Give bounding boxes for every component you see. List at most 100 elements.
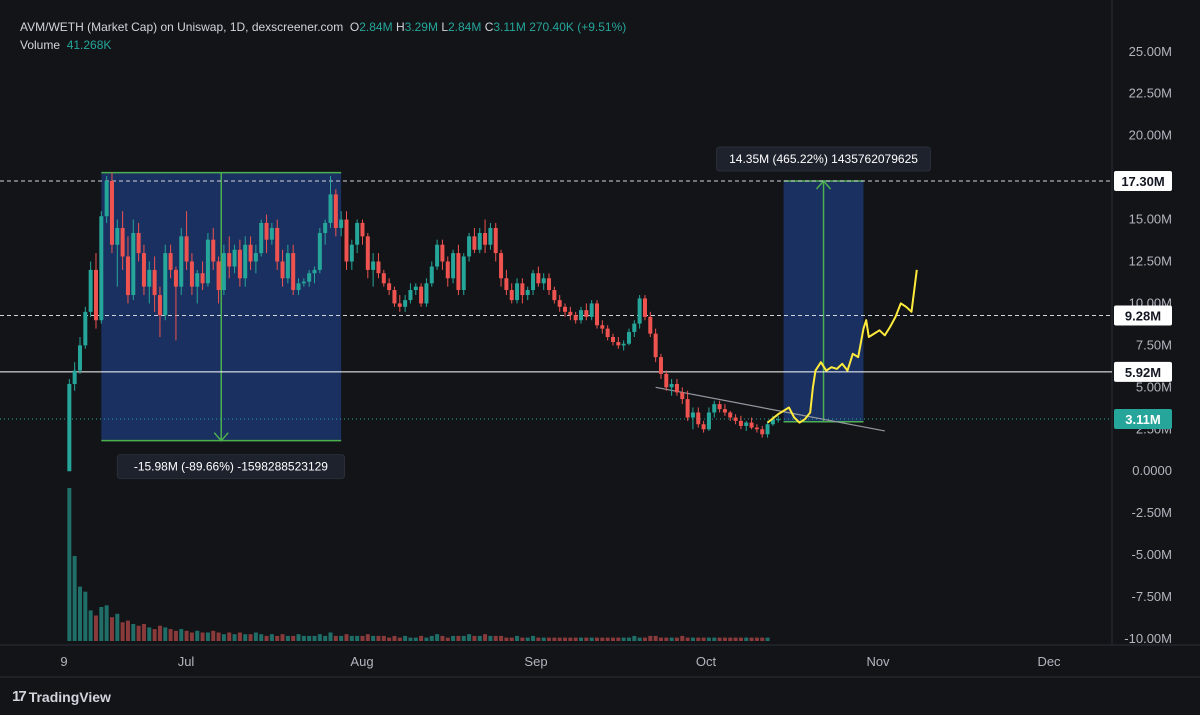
x-tick-label: Oct	[696, 654, 717, 669]
candle-body	[147, 269, 152, 287]
candle-body	[728, 412, 733, 418]
candle-body	[285, 253, 290, 279]
volume-bar	[237, 632, 242, 641]
high-value: 3.29M	[404, 20, 438, 34]
candle-body	[168, 253, 173, 270]
open-value: 2.84M	[359, 20, 393, 34]
volume-bar	[72, 556, 77, 641]
candle-body	[467, 236, 472, 257]
candle-body	[413, 286, 418, 291]
volume-bar	[765, 637, 770, 641]
level-price-tag	[1114, 361, 1172, 382]
x-tick-label: Dec	[1037, 654, 1061, 669]
volume-bar	[365, 634, 370, 641]
candle-body	[243, 244, 248, 279]
candle-body	[547, 278, 552, 291]
candle-body	[291, 253, 296, 291]
candle-body	[360, 222, 365, 237]
candle-body	[221, 253, 226, 291]
candle-body	[536, 273, 541, 284]
candle-body	[509, 290, 514, 301]
candle-body	[483, 232, 488, 245]
volume-bar	[163, 627, 168, 641]
volume-bar	[115, 613, 120, 641]
volume-bar	[275, 635, 280, 641]
volume-bar	[381, 635, 386, 641]
candle-body	[440, 244, 445, 262]
volume-bar	[83, 591, 88, 641]
volume-bar	[440, 635, 445, 641]
volume-bar	[371, 635, 376, 641]
high-label: H	[395, 20, 405, 34]
y-tick-label: 7.50M	[1136, 337, 1172, 352]
volume-bar	[243, 634, 248, 641]
volume-bar	[456, 635, 461, 641]
candle-body	[717, 404, 722, 410]
candle-body	[722, 409, 727, 413]
volume-bar	[269, 634, 274, 641]
volume-bar	[355, 635, 360, 641]
volume-bar	[200, 632, 205, 641]
candle-body	[531, 273, 536, 291]
volume-bar	[563, 637, 568, 641]
volume-bar	[467, 634, 472, 641]
volume-bar	[589, 637, 594, 641]
volume-bar	[690, 637, 695, 641]
volume-bar	[397, 637, 402, 641]
volume-bar	[205, 632, 210, 641]
volume-bar	[307, 635, 312, 641]
volume-bar	[488, 635, 493, 641]
candle-body	[365, 236, 370, 270]
candle-body	[376, 261, 381, 274]
volume-bar	[413, 637, 418, 641]
volume-bar	[93, 615, 98, 641]
measure-arrow-head	[213, 432, 229, 442]
candle-body	[706, 412, 711, 430]
candle-body	[403, 300, 408, 307]
candle-body	[328, 194, 333, 223]
level-price-tag	[1114, 409, 1172, 430]
candle-body	[626, 331, 631, 344]
volume-bar	[77, 586, 82, 641]
volume-bar	[328, 632, 333, 641]
volume-bar	[221, 634, 226, 641]
candle-body	[232, 249, 237, 267]
volume-bar	[728, 637, 733, 641]
volume-bar	[536, 637, 541, 641]
candle-body	[301, 281, 306, 284]
low-value: 2.84M	[448, 20, 482, 34]
tradingview-icon: 17	[12, 688, 27, 705]
volume-bar	[376, 635, 381, 641]
candle-body	[696, 412, 701, 425]
volume-bar	[216, 632, 221, 641]
volume-bar	[301, 635, 306, 641]
volume-legend: Volume 41.268K	[20, 38, 111, 52]
candle-body	[435, 244, 440, 267]
volume-bar	[392, 635, 397, 641]
volume-bar	[674, 637, 679, 641]
candle-body	[296, 283, 301, 291]
y-tick-label: 12.50M	[1129, 254, 1172, 269]
level-price-tag	[1114, 305, 1172, 326]
tradingview-name: TradingView	[28, 688, 111, 705]
volume-bar	[493, 635, 498, 641]
volume-bar	[349, 635, 354, 641]
candle-body	[99, 216, 104, 321]
candle-body	[179, 236, 184, 287]
volume-bar	[637, 637, 642, 641]
volume-bar	[648, 635, 653, 641]
y-tick-label: 0.0000	[1132, 463, 1172, 478]
tradingview-logo[interactable]: 17 TradingView	[12, 688, 111, 705]
candle-body	[104, 180, 109, 217]
volume-bar	[157, 625, 162, 641]
candle-body	[381, 273, 386, 284]
volume-bar	[653, 635, 658, 641]
candle-body	[136, 232, 141, 254]
volume-bar	[184, 630, 189, 641]
volume-bar	[568, 637, 573, 641]
candle-body	[504, 278, 509, 291]
close-value: 3.11M	[493, 20, 526, 34]
candle-body	[344, 219, 349, 262]
candle-body	[451, 253, 456, 279]
